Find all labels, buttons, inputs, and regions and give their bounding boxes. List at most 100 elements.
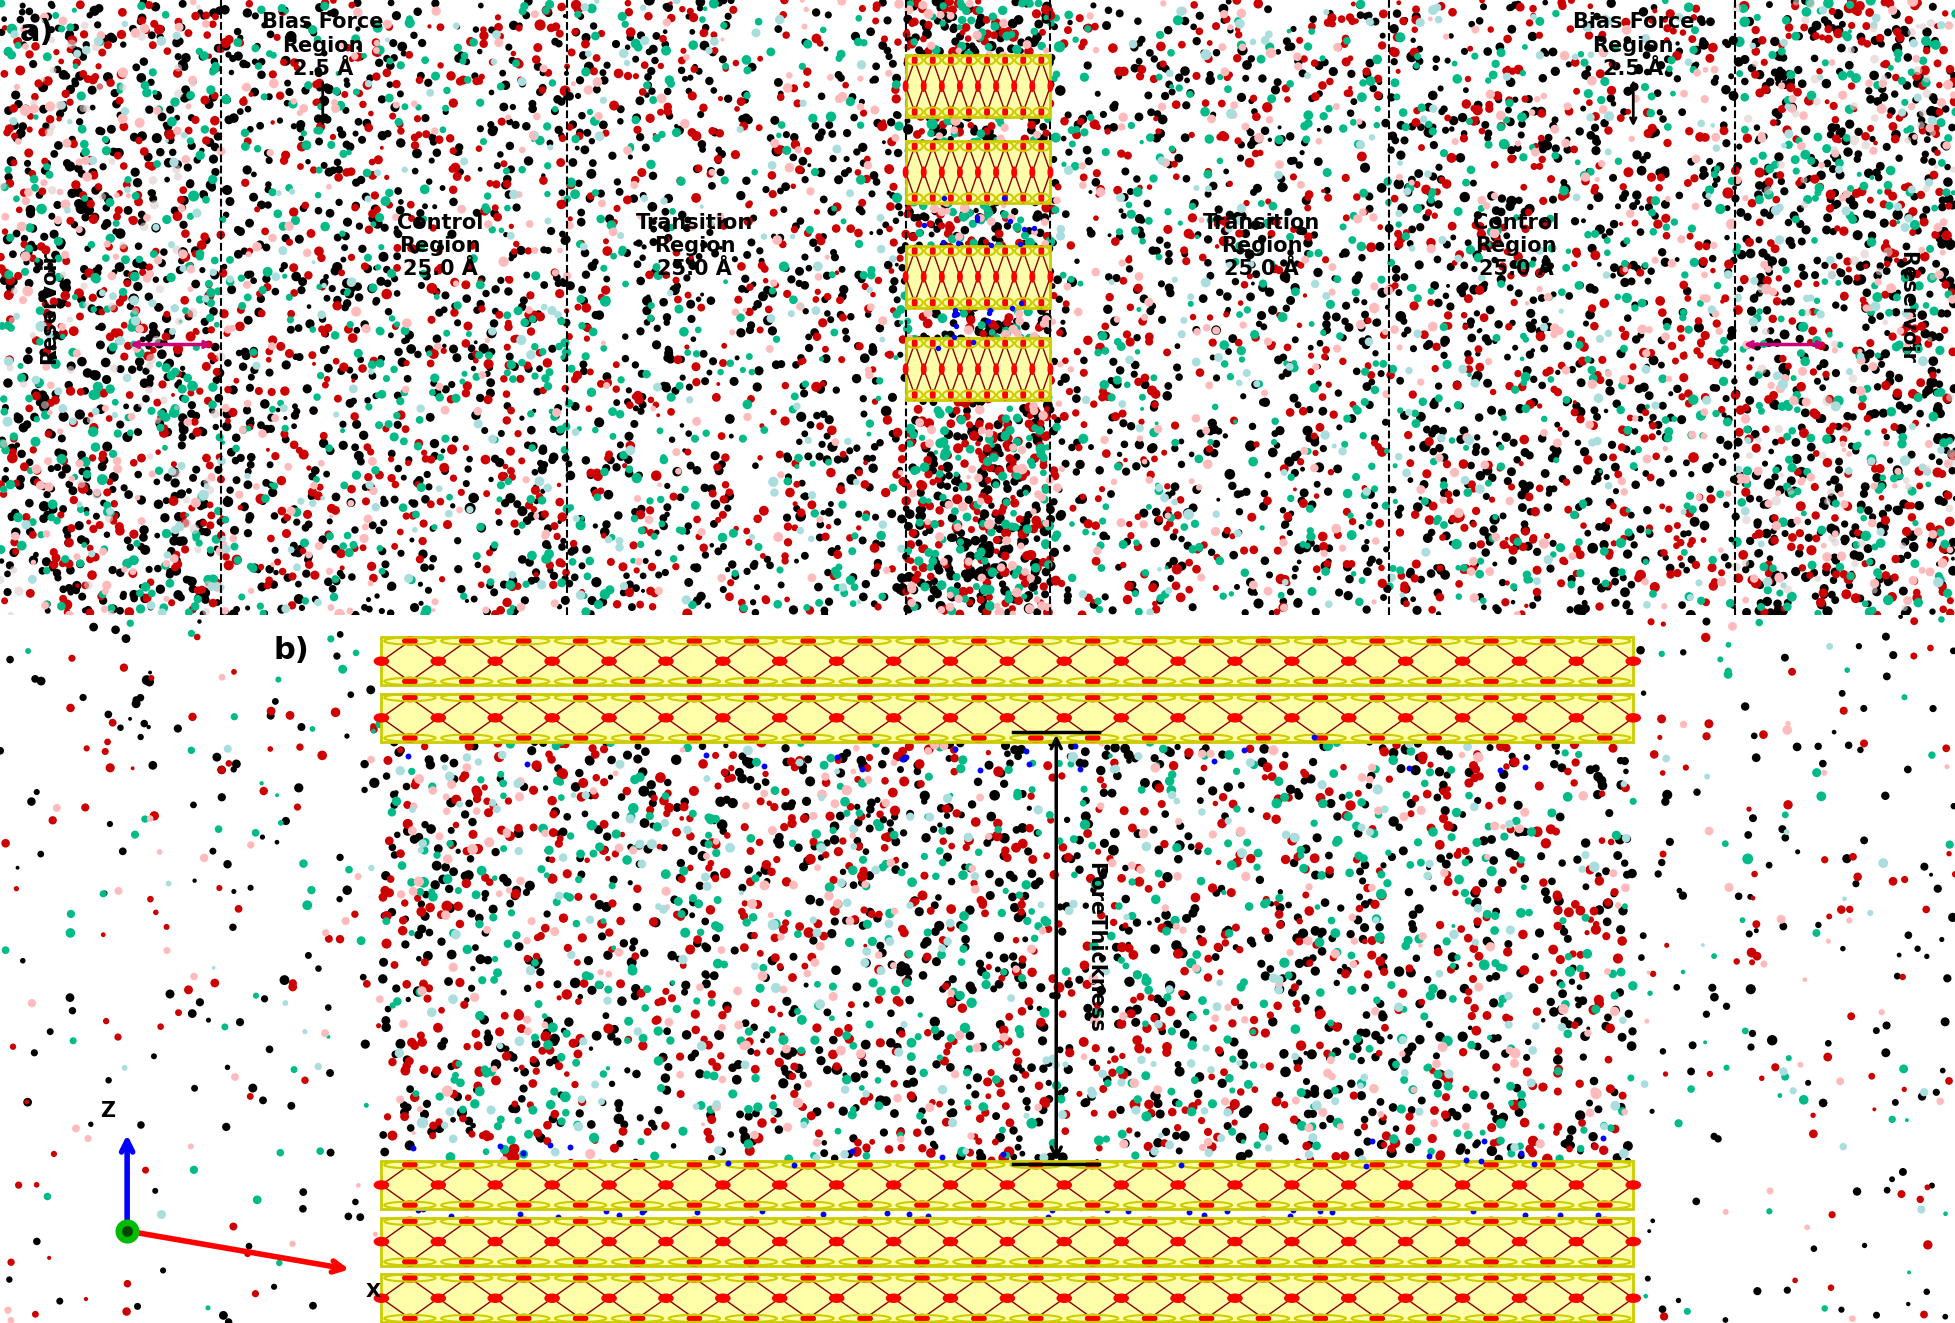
Point (68, 98, 100, 119)
Point (651, 81, 682, 102)
Point (1281, 593, 1312, 614)
Point (1918, 30, 1949, 52)
Point (1193, 949, 1224, 970)
Point (964, 29, 995, 50)
Point (948, 426, 979, 447)
Point (1801, 183, 1832, 204)
Point (1306, 401, 1337, 422)
Point (1562, 990, 1593, 1011)
Point (1496, 140, 1527, 161)
Point (1163, 1093, 1195, 1114)
Point (1924, 221, 1955, 242)
Point (1001, 1041, 1032, 1062)
Point (1150, 557, 1181, 578)
Point (968, 323, 999, 344)
Ellipse shape (976, 271, 979, 282)
Ellipse shape (1455, 658, 1468, 665)
Point (802, 282, 833, 303)
Point (0, 221, 22, 242)
Point (540, 101, 571, 122)
Point (369, 1016, 401, 1037)
Point (665, 171, 696, 192)
Point (547, 271, 579, 292)
Point (671, 819, 702, 840)
Point (837, 1099, 868, 1121)
Point (342, 0, 373, 13)
Point (1758, 565, 1789, 586)
Point (993, 538, 1024, 560)
Point (804, 515, 835, 536)
Point (1687, 34, 1718, 56)
Point (1218, 1311, 1249, 1323)
Point (549, 415, 581, 437)
Point (154, 324, 186, 345)
Point (651, 12, 682, 33)
Point (1251, 213, 1282, 234)
Point (1599, 572, 1630, 593)
Point (51, 520, 82, 541)
Point (1073, 5, 1105, 26)
Point (1928, 1011, 1955, 1032)
Point (934, 295, 966, 316)
Point (938, 500, 970, 521)
Point (827, 1179, 858, 1200)
Point (473, 574, 504, 595)
Point (1937, 560, 1955, 581)
Point (328, 143, 360, 164)
Point (219, 536, 250, 557)
Point (633, 74, 665, 95)
Point (454, 1121, 485, 1142)
Point (285, 537, 317, 558)
Point (612, 1312, 643, 1323)
Point (205, 224, 237, 245)
Point (1863, 261, 1894, 282)
Point (0, 115, 29, 136)
Point (516, 505, 547, 527)
Point (436, 774, 467, 795)
Point (563, 1117, 594, 1138)
Point (676, 34, 708, 56)
Point (1464, 550, 1496, 572)
Point (913, 459, 944, 480)
Point (1554, 960, 1586, 982)
Point (211, 89, 242, 110)
Ellipse shape (1228, 658, 1241, 665)
Point (1564, 582, 1595, 603)
Point (51, 278, 82, 299)
Point (923, 384, 954, 405)
Point (315, 628, 346, 650)
Point (1894, 97, 1926, 118)
Point (1284, 845, 1316, 867)
Point (1601, 894, 1632, 916)
Point (37, 60, 68, 81)
Point (117, 288, 149, 310)
Point (1629, 292, 1660, 314)
Point (1650, 548, 1681, 569)
Point (375, 56, 407, 77)
Point (1840, 67, 1871, 89)
Point (1308, 347, 1339, 368)
Point (1359, 353, 1390, 374)
Point (1169, 11, 1200, 32)
Point (1797, 320, 1828, 341)
Point (317, 497, 348, 519)
Point (1218, 1094, 1249, 1115)
Point (178, 966, 209, 987)
Point (1480, 598, 1511, 619)
Point (1036, 311, 1067, 332)
Point (1570, 908, 1601, 929)
Point (94, 508, 125, 529)
Point (884, 1020, 915, 1041)
Point (854, 296, 886, 318)
Point (933, 110, 964, 131)
Point (0, 122, 23, 143)
Point (512, 1020, 543, 1041)
Point (1390, 116, 1421, 138)
Point (1785, 316, 1816, 337)
Point (698, 24, 729, 45)
Point (805, 1050, 837, 1072)
Point (188, 5, 219, 26)
Point (1103, 61, 1134, 82)
Point (841, 368, 872, 389)
Ellipse shape (1341, 1237, 1355, 1246)
